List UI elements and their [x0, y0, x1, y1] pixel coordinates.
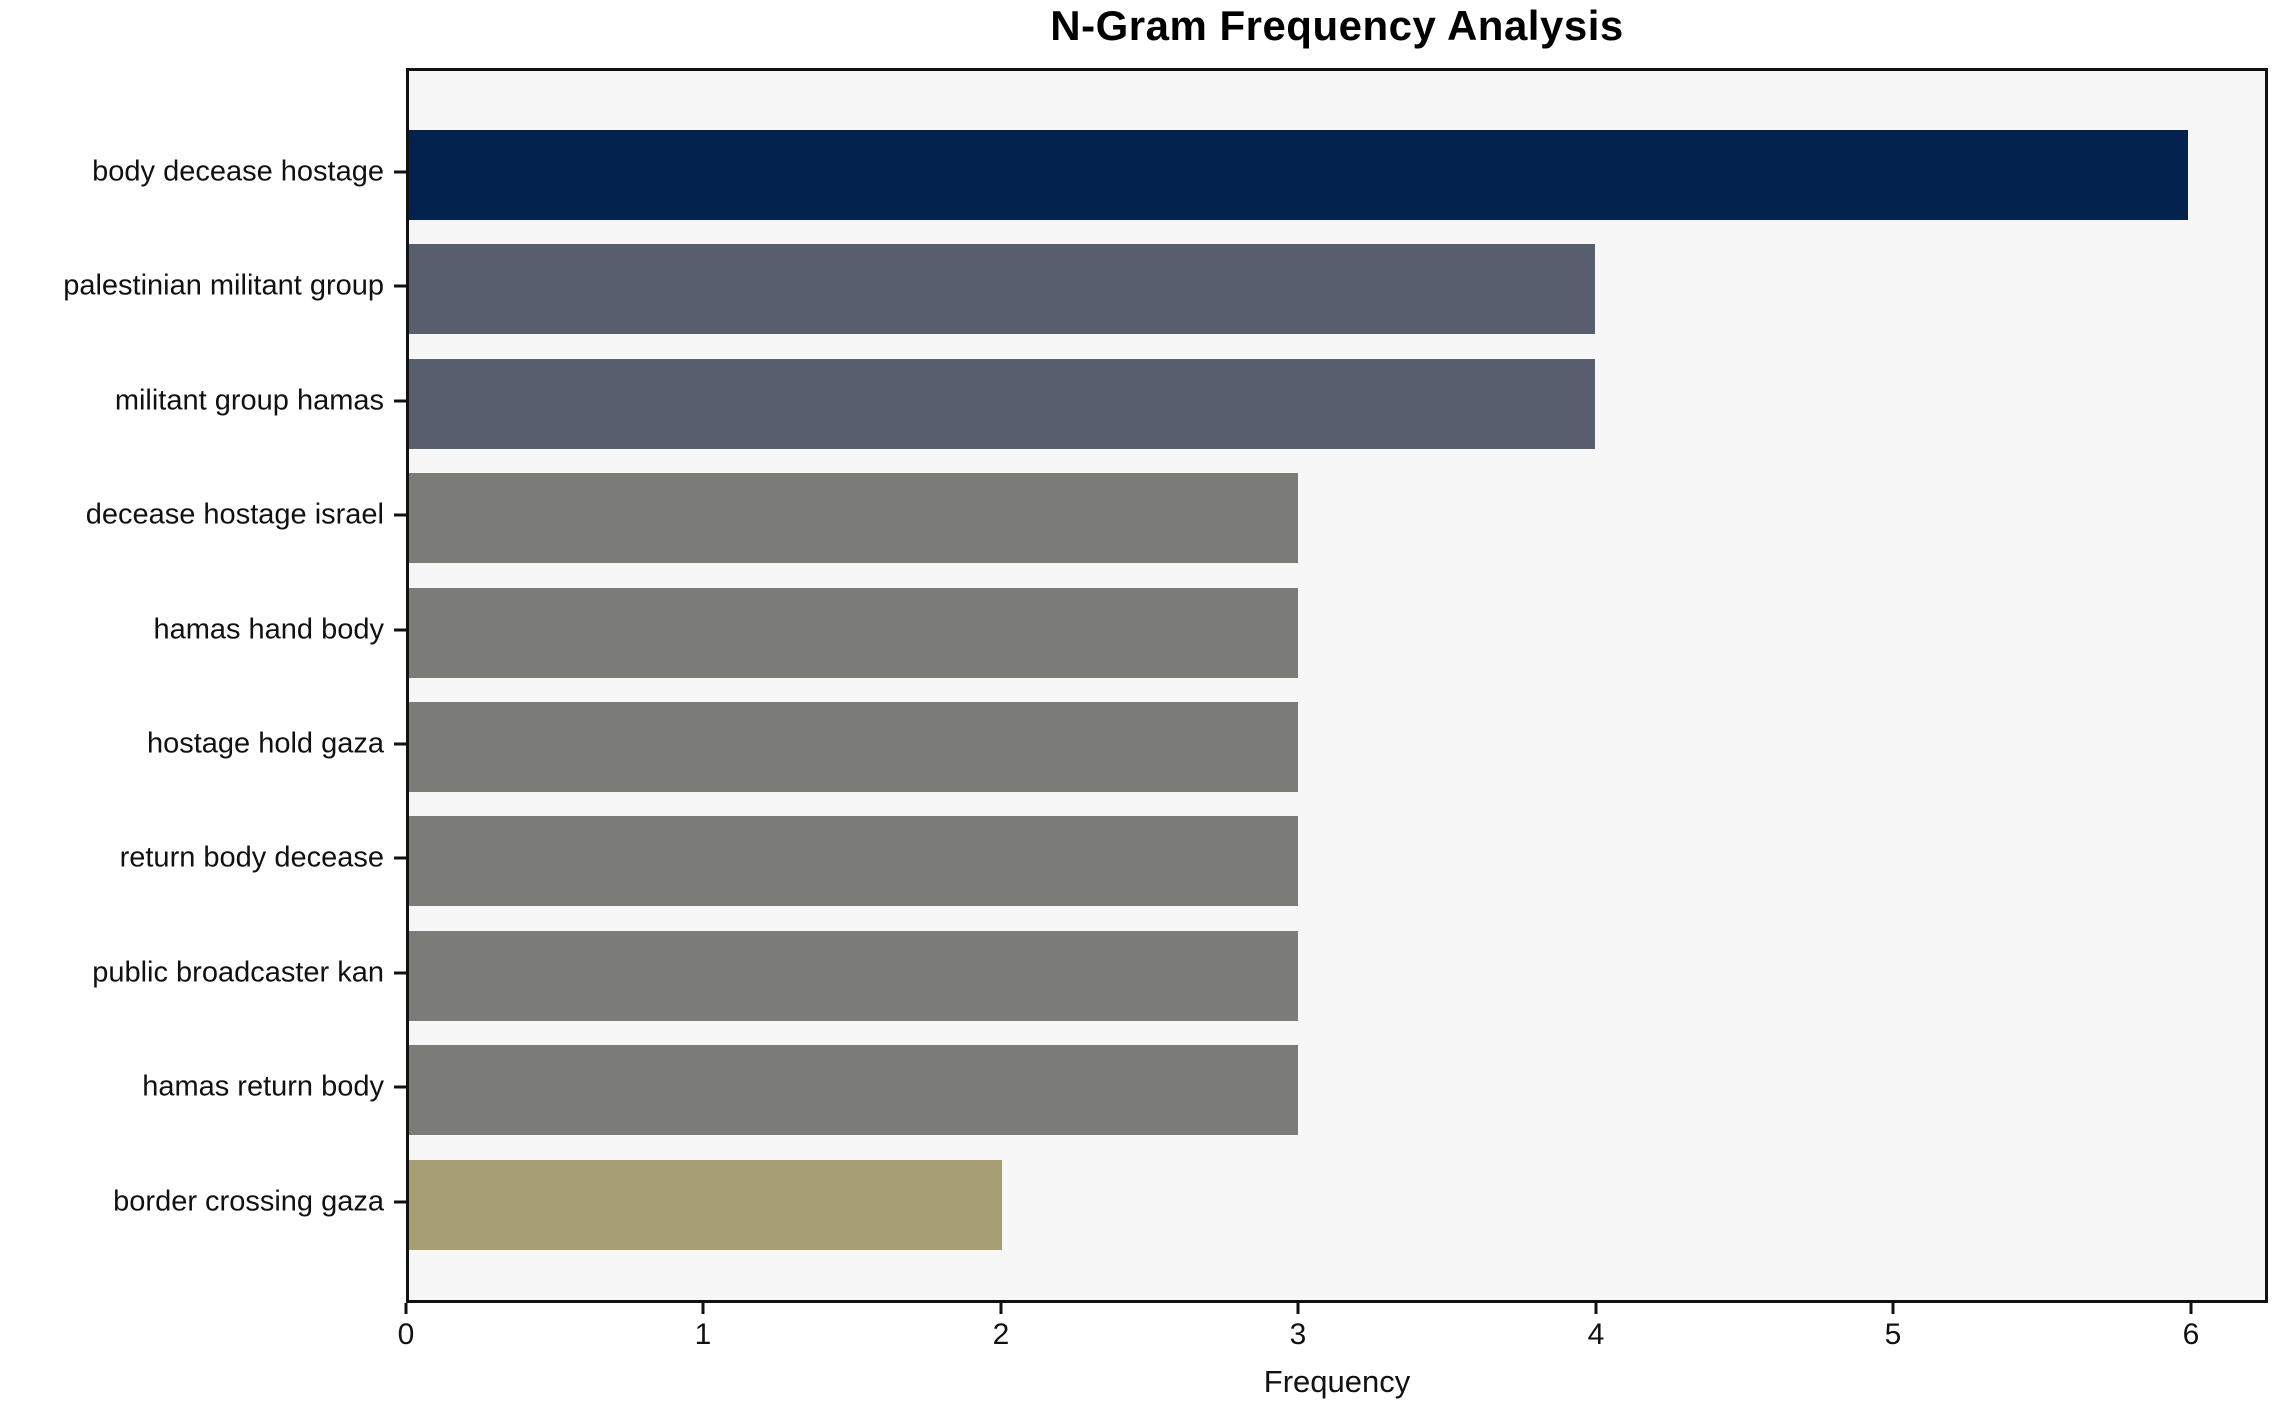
- bar: [409, 1045, 1299, 1135]
- y-axis-category-label: hostage hold gaza: [146, 727, 384, 760]
- bar: [409, 588, 1299, 678]
- y-axis-category-label: hamas return body: [142, 1070, 384, 1103]
- chart-title: N-Gram Frequency Analysis: [1050, 2, 1624, 49]
- bar: [409, 473, 1299, 563]
- y-axis-tick: [394, 399, 406, 403]
- y-axis-category-label: decease hostage israel: [85, 498, 384, 531]
- bar: [409, 359, 1595, 449]
- y-axis-category-label: body decease hostage: [92, 155, 384, 188]
- y-axis-category-label: hamas hand body: [153, 613, 384, 646]
- x-axis-tick: [1296, 1303, 1300, 1314]
- x-axis-tick-label: 3: [1289, 1318, 1307, 1351]
- x-axis-tick-label: 5: [1884, 1318, 1902, 1351]
- y-axis-category-label: public broadcaster kan: [92, 956, 384, 989]
- x-axis-tick: [1594, 1303, 1598, 1314]
- x-axis-tick: [404, 1303, 408, 1314]
- bar: [409, 816, 1299, 906]
- x-axis-tick-label: 4: [1587, 1318, 1605, 1351]
- x-axis-label: Frequency: [1263, 1364, 1411, 1399]
- bar: [409, 244, 1595, 334]
- x-axis-tick-label: 2: [992, 1318, 1010, 1351]
- bar: [409, 702, 1299, 792]
- x-axis-tick-label: 1: [694, 1318, 712, 1351]
- y-axis-tick: [394, 856, 406, 860]
- y-axis-tick: [394, 971, 406, 975]
- bar: [409, 1160, 1002, 1250]
- bar: [409, 931, 1299, 1021]
- y-axis-tick: [394, 628, 406, 632]
- y-axis-category-label: militant group hamas: [114, 384, 384, 417]
- y-axis-category-label: return body decease: [119, 841, 384, 874]
- y-axis-category-label: palestinian militant group: [63, 269, 384, 302]
- plot-area: [406, 68, 2268, 1303]
- x-axis-tick: [2189, 1303, 2193, 1314]
- y-axis-tick: [394, 170, 406, 174]
- y-axis-category-label: border crossing gaza: [113, 1185, 384, 1218]
- bar: [409, 130, 2188, 220]
- x-axis-tick-label: 0: [397, 1318, 415, 1351]
- x-axis-tick-label: 6: [2182, 1318, 2200, 1351]
- x-axis-tick: [1891, 1303, 1895, 1314]
- y-axis-tick: [394, 284, 406, 288]
- x-axis-tick: [701, 1303, 705, 1314]
- y-axis-tick: [394, 1085, 406, 1089]
- x-axis-tick: [999, 1303, 1003, 1314]
- y-axis-tick: [394, 513, 406, 517]
- y-axis-tick: [394, 742, 406, 746]
- y-axis-tick: [394, 1200, 406, 1204]
